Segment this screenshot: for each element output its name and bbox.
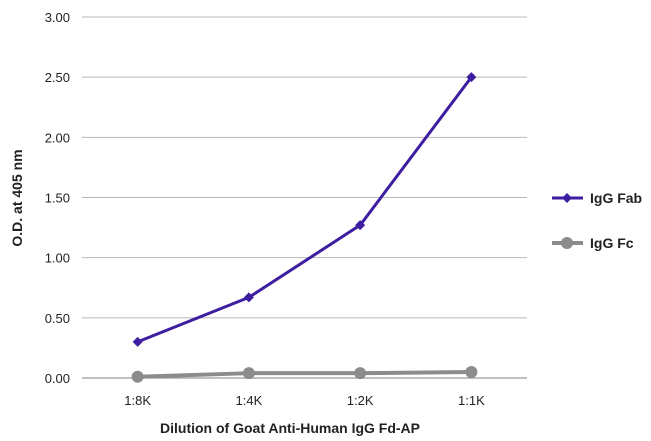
y-tick-label: 2.00: [45, 130, 70, 145]
y-tick-label: 1.00: [45, 251, 70, 266]
legend-label: IgG Fab: [590, 190, 642, 206]
data-point-circle: [465, 365, 478, 378]
series-group: [131, 72, 478, 383]
series-igg-fab: [132, 72, 477, 347]
y-axis-title: O.D. at 405 nm: [9, 149, 25, 246]
data-point-diamond: [355, 220, 366, 231]
data-point-circle: [354, 367, 367, 380]
y-tick-labels: 0.00 0.50 1.00 1.50 2.00 2.50 3.00: [45, 10, 70, 386]
data-point-diamond: [243, 292, 254, 303]
legend: IgG Fab IgG Fc: [552, 190, 642, 251]
data-point-diamond: [562, 193, 572, 203]
data-point-circle: [242, 367, 255, 380]
y-tick-label: 0.00: [45, 371, 70, 386]
y-tick-label: 1.50: [45, 191, 70, 206]
legend-label: IgG Fc: [590, 235, 634, 251]
x-axis-title: Dilution of Goat Anti-Human IgG Fd-AP: [160, 420, 420, 436]
series-line: [137, 76, 473, 344]
legend-item: IgG Fc: [552, 235, 634, 251]
x-tick-label: 1:1K: [458, 393, 485, 408]
x-tick-label: 1:8K: [124, 393, 151, 408]
data-point-circle: [131, 370, 144, 383]
gridlines: [82, 16, 527, 379]
y-tick-label: 0.50: [45, 311, 70, 326]
series-line: [137, 369, 472, 379]
x-tick-label: 1:4K: [236, 393, 263, 408]
data-point-diamond: [132, 336, 143, 347]
legend-item: IgG Fab: [552, 190, 642, 206]
data-point-diamond: [466, 72, 477, 83]
data-point-circle: [561, 237, 573, 249]
y-tick-label: 3.00: [45, 10, 70, 25]
y-tick-label: 2.50: [45, 70, 70, 85]
x-tick-labels: 1:8K 1:4K 1:2K 1:1K: [124, 393, 485, 408]
series-igg-fc: [131, 365, 478, 383]
x-tick-label: 1:2K: [347, 393, 374, 408]
